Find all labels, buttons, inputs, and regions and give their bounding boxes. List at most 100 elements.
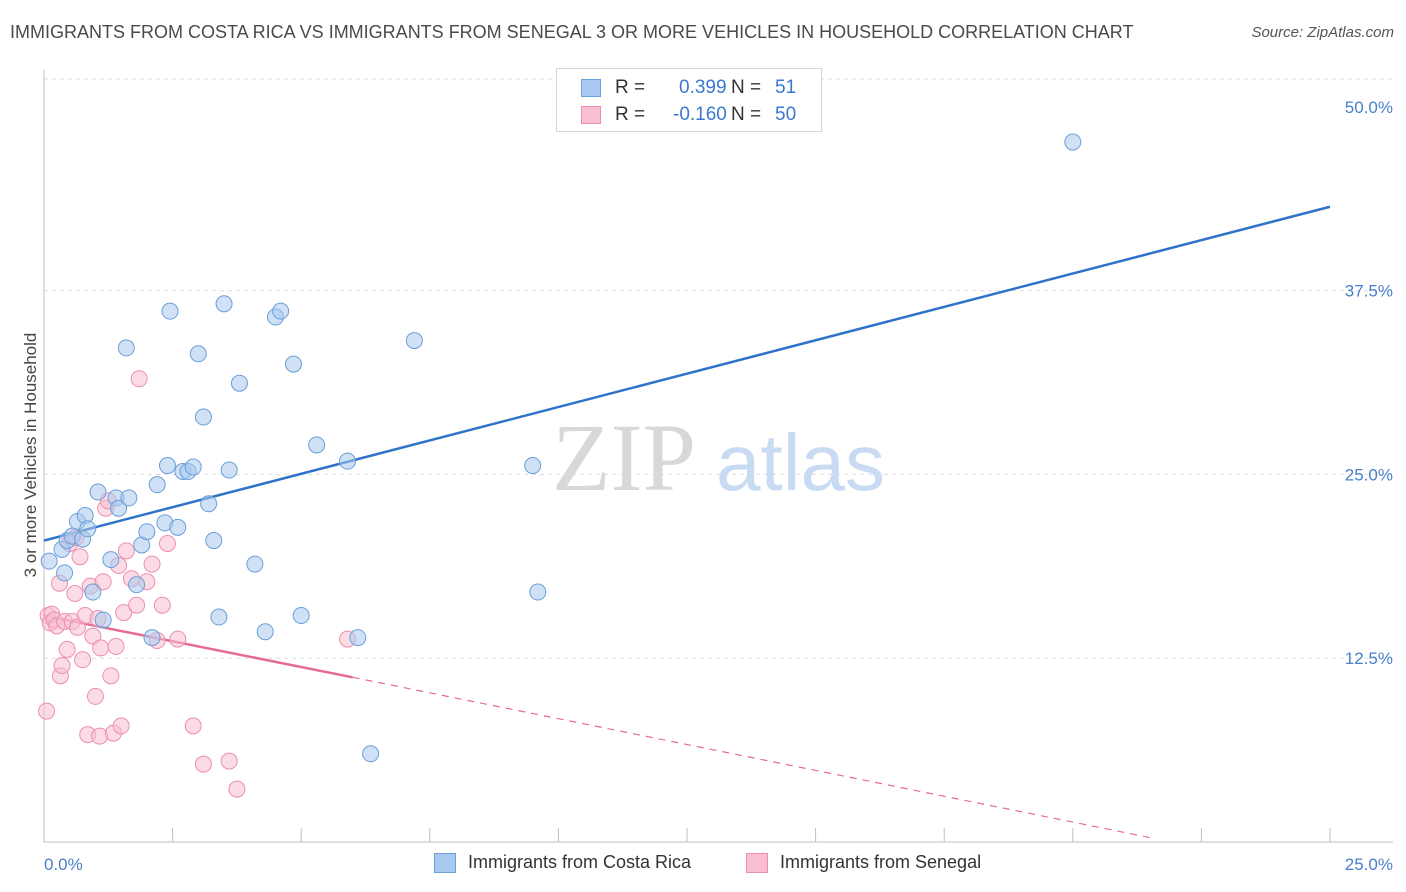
data-point-senegal: [128, 596, 146, 614]
data-point-costa-rica: [256, 623, 274, 641]
data-point-costa-rica: [308, 436, 326, 454]
data-point-costa-rica: [120, 489, 138, 507]
data-point-costa-rica: [148, 476, 166, 494]
trend-line-senegal-extension: [352, 676, 1151, 839]
data-point-costa-rica: [529, 583, 547, 601]
legend-swatch-blue: [581, 79, 601, 97]
data-point-senegal: [158, 534, 176, 552]
data-point-senegal: [228, 780, 246, 798]
legend-r-label: R =: [615, 104, 646, 125]
data-point-senegal: [107, 637, 125, 655]
data-point-senegal: [115, 604, 133, 622]
data-point-costa-rica: [194, 408, 212, 426]
data-point-costa-rica: [169, 518, 187, 536]
tick-labels: 12.5% 25.0% 37.5% 50.0%: [1345, 98, 1393, 668]
data-point-costa-rica: [79, 520, 97, 538]
legend-swatch-pink: [581, 106, 601, 124]
legend-r-value: 0.399: [679, 77, 727, 98]
data-point-costa-rica: [158, 457, 176, 475]
data-point-costa-rica: [94, 611, 112, 629]
data-point-senegal: [112, 717, 130, 735]
data-point-costa-rica: [161, 302, 179, 320]
data-point-senegal: [220, 752, 238, 770]
data-point-costa-rica: [40, 552, 58, 570]
data-point-senegal: [194, 755, 212, 773]
legend-r-value: -0.160: [673, 104, 727, 125]
source-label: Source: ZipAtlas.com: [1251, 24, 1394, 41]
correlation-legend: R = 0.399 N = 51 R = -0.160 N = 50: [556, 68, 822, 132]
data-point-costa-rica: [189, 345, 207, 363]
watermark-atlas: atlas: [716, 418, 885, 507]
data-point-costa-rica: [117, 339, 135, 357]
trend-line-costa-rica: [43, 205, 1331, 542]
data-point-senegal: [92, 639, 110, 657]
data-point-costa-rica: [284, 355, 302, 373]
data-point-costa-rica: [524, 457, 542, 475]
data-point-costa-rica: [84, 583, 102, 601]
y-tick-label: 25.0%: [1345, 465, 1393, 484]
data-point-costa-rica: [338, 452, 356, 470]
data-point-senegal: [153, 596, 171, 614]
x-tick-label-max: 25.0%: [1345, 855, 1393, 874]
data-point-costa-rica: [362, 745, 380, 763]
data-point-senegal: [68, 618, 86, 636]
data-point-costa-rica: [1064, 133, 1082, 151]
y-tick-label: 12.5%: [1345, 649, 1393, 668]
data-point-senegal: [130, 370, 148, 388]
data-point-senegal: [53, 657, 71, 675]
data-point-costa-rica: [128, 576, 146, 594]
watermark: ZIP atlas: [552, 404, 885, 511]
data-point-senegal: [94, 573, 112, 591]
data-point-costa-rica: [272, 302, 290, 320]
gridlines: [44, 78, 1393, 659]
data-point-senegal: [71, 548, 89, 566]
legend-n-label: N =: [731, 104, 762, 125]
data-point-costa-rica: [110, 499, 128, 517]
legend-swatch-senegal: [746, 853, 768, 873]
data-point-costa-rica: [220, 461, 238, 479]
trend-line-senegal: [43, 614, 353, 679]
data-point-costa-rica: [405, 332, 423, 350]
data-point-senegal: [169, 630, 187, 648]
data-point-senegal: [143, 555, 161, 573]
legend-n-label: N =: [731, 77, 762, 98]
y-axis-title: 3 or more Vehicles in Household: [21, 333, 40, 578]
data-point-costa-rica: [89, 483, 107, 501]
data-point-senegal: [58, 640, 76, 658]
data-point-costa-rica: [205, 532, 223, 550]
data-point-senegal: [184, 717, 202, 735]
data-point-costa-rica: [292, 607, 310, 625]
legend-label-costa-rica: Immigrants from Costa Rica: [468, 852, 692, 872]
data-point-costa-rica: [215, 295, 233, 313]
data-point-costa-rica: [138, 523, 156, 541]
y-tick-label: 50.0%: [1345, 98, 1393, 117]
data-point-senegal: [66, 584, 84, 602]
data-point-costa-rica: [200, 495, 218, 513]
legend-r-label: R =: [615, 77, 646, 98]
data-point-costa-rica: [56, 564, 74, 582]
data-point-senegal: [38, 702, 56, 720]
chart-title: IMMIGRANTS FROM COSTA RICA VS IMMIGRANTS…: [10, 22, 1134, 42]
watermark-zip: ZIP: [552, 404, 696, 511]
legend-n-value: 50: [775, 104, 797, 125]
legend-swatch-costa-rica: [434, 853, 456, 873]
data-point-costa-rica: [210, 608, 228, 626]
data-point-senegal: [117, 542, 135, 560]
y-tick-label: 37.5%: [1345, 282, 1393, 301]
data-point-senegal: [91, 727, 109, 745]
data-point-costa-rica: [143, 629, 161, 647]
data-point-costa-rica: [102, 551, 120, 569]
data-point-senegal: [74, 651, 92, 669]
series-senegal-points: [38, 370, 356, 798]
x-tick-label-min: 0.0%: [44, 855, 83, 874]
data-point-costa-rica: [230, 374, 248, 392]
trend-lines: [43, 205, 1331, 839]
data-point-senegal: [84, 627, 102, 645]
legend-label-senegal: Immigrants from Senegal: [780, 852, 982, 872]
data-point-costa-rica: [349, 629, 367, 647]
legend-n-value: 51: [775, 77, 797, 98]
data-point-senegal: [102, 667, 120, 685]
data-point-costa-rica: [184, 458, 202, 476]
series-costa-rica-points: [40, 133, 1082, 763]
